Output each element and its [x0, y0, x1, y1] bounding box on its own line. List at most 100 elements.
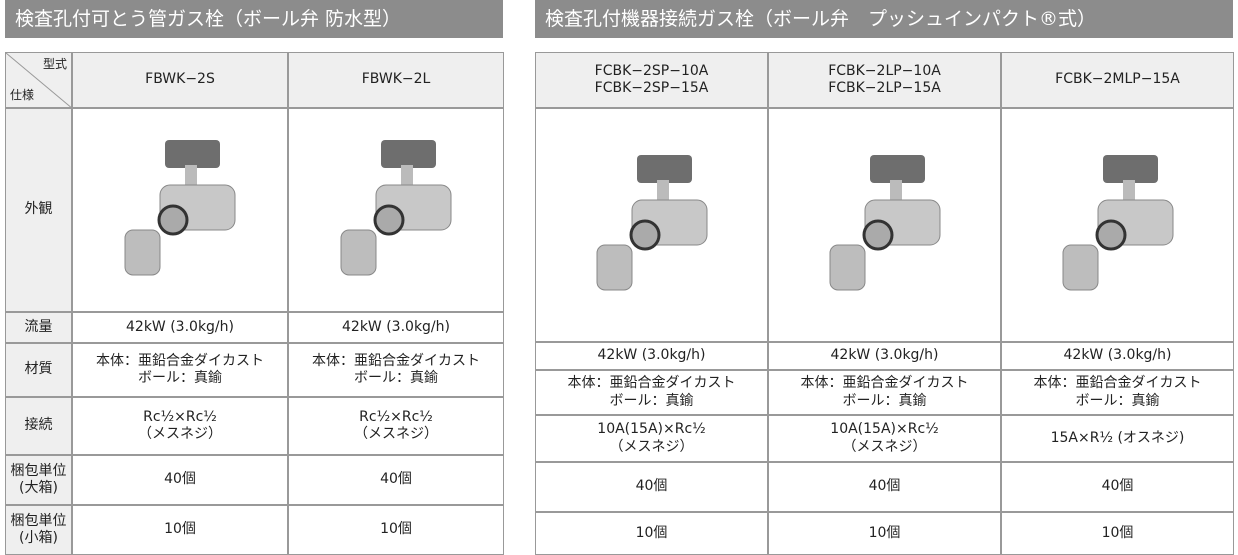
photo-cell [72, 108, 288, 312]
cell-text: 42kW (3.0kg/h) [342, 318, 450, 335]
data-cell: 40個 [288, 455, 504, 505]
cell-text: ボール：真鍮 [842, 392, 927, 409]
diagonal [6, 53, 73, 109]
data-cell: 本体：亜鉛合金ダイカスト ボール：真鍮 [535, 370, 768, 415]
data-cell: 10個 [1001, 512, 1234, 555]
cell-text: 本体：亜鉛合金ダイカスト [567, 375, 736, 391]
cell-text: 10個 [1101, 524, 1134, 541]
cell-text: 10A(15A)×Rc½ [830, 421, 939, 437]
cell-text: 10個 [868, 524, 901, 541]
row-label: 接続 [5, 397, 72, 455]
photo-cell [768, 108, 1001, 342]
data-cell: Rc½×Rc½ （メスネジ） [72, 397, 288, 455]
product-photo [124, 140, 236, 276]
cell-text: ボール：真鍮 [354, 370, 438, 386]
model-header: FCBK−2SP−10A FCBK−2SP−15A [535, 52, 768, 108]
data-cell: 10個 [535, 512, 768, 555]
row-label: 梱包単位 (大箱) [5, 455, 72, 505]
cell-text: 40個 [635, 478, 668, 495]
corner-label: 型式 [42, 57, 67, 71]
cell-text: 外観 [24, 201, 53, 218]
cell-text: 40個 [868, 478, 901, 495]
data-cell: 42kW (3.0kg/h) [535, 342, 768, 370]
cell-text: FCBK−2SP−10A [594, 62, 709, 79]
cell-text: 10A(15A)×Rc½ [597, 421, 706, 437]
cell-text: 42kW (3.0kg/h) [1063, 347, 1172, 364]
photo-cell [1001, 108, 1234, 342]
data-cell: 42kW (3.0kg/h) [288, 312, 504, 343]
cell-text: FBWK−2S [145, 71, 215, 88]
cell-text: （メスネジ） [609, 438, 694, 455]
photo-cell [288, 108, 504, 312]
cell-text: FCBK−2MLP−15A [1055, 71, 1180, 88]
cell-text: （メスネジ） [842, 438, 927, 455]
cell-text: 40個 [380, 471, 412, 488]
cell-text: 材質 [24, 361, 53, 378]
data-cell: 42kW (3.0kg/h) [768, 342, 1001, 370]
cell-text: 10個 [164, 521, 196, 538]
cell-text: 10個 [380, 521, 412, 538]
row-label: 流量 [5, 312, 72, 343]
cell-text: 42kW (3.0kg/h) [830, 347, 939, 364]
cell-text: (大箱) [19, 480, 58, 496]
data-cell: 10A(15A)×Rc½ （メスネジ） [768, 415, 1001, 462]
cell-text: 42kW (3.0kg/h) [126, 318, 234, 335]
cell-text: ボール：真鍮 [609, 392, 694, 409]
data-cell: 42kW (3.0kg/h) [1001, 342, 1234, 370]
cell-text: Rc½×Rc½ [359, 408, 433, 425]
cell-text: FCBK−2LP−15A [828, 80, 941, 96]
data-cell: 40個 [1001, 462, 1234, 512]
row-label: 材質 [5, 343, 72, 397]
row-label: 外観 [5, 108, 72, 312]
cell-text: Rc½×Rc½ [143, 408, 217, 425]
product-photo [1062, 155, 1173, 291]
cell-text: （メスネジ） [138, 426, 222, 442]
cell-text: ボール：真鍮 [138, 370, 222, 386]
data-cell: 本体：亜鉛合金ダイカスト ボール：真鍮 [1001, 370, 1234, 415]
cell-text: 本体：亜鉛合金ダイカスト [96, 352, 264, 369]
product-photo [596, 155, 707, 291]
cell-text: 40個 [164, 471, 196, 488]
section-title: 検査孔付機器接続ガス栓（ボール弁 プッシュインパクト®式） [535, 0, 1233, 38]
data-cell: 40個 [72, 455, 288, 505]
section-title: 検査孔付可とう管ガス栓（ボール弁 防水型） [5, 0, 503, 38]
data-cell: 10個 [72, 505, 288, 555]
data-cell: 本体：亜鉛合金ダイカスト ボール：真鍮 [72, 343, 288, 397]
cell-text: ボール：真鍮 [1075, 392, 1160, 409]
data-cell: 40個 [535, 462, 768, 512]
photo-cell [535, 108, 768, 342]
corner-cell: 型式仕様 [5, 52, 73, 109]
model-header: FBWK−2S [72, 52, 288, 108]
cell-text: 梱包単位 [10, 462, 67, 479]
model-header: FBWK−2L [288, 52, 504, 108]
product-photo [829, 155, 940, 291]
cell-text: 接続 [24, 417, 53, 434]
cell-text: 10個 [635, 524, 668, 541]
data-cell: 本体：亜鉛合金ダイカスト ボール：真鍮 [288, 343, 504, 397]
cell-text: 42kW (3.0kg/h) [597, 347, 706, 364]
data-cell: 40個 [768, 462, 1001, 512]
cell-text: 本体：亜鉛合金ダイカスト [312, 352, 480, 369]
data-cell: 10個 [768, 512, 1001, 555]
product-photo [340, 140, 452, 276]
data-cell: Rc½×Rc½ （メスネジ） [288, 397, 504, 455]
cell-text: 梱包単位 [10, 512, 67, 529]
cell-text: FCBK−2SP−15A [594, 80, 709, 96]
cell-text: FBWK−2L [361, 71, 431, 88]
row-label: 梱包単位 (小箱) [5, 505, 72, 555]
cell-text: 40個 [1101, 478, 1134, 495]
data-cell: 本体：亜鉛合金ダイカスト ボール：真鍮 [768, 370, 1001, 415]
cell-text: 15A×R½ (オスネジ) [1050, 429, 1185, 446]
cell-text: 本体：亜鉛合金ダイカスト [800, 375, 969, 391]
data-cell: 10個 [288, 505, 504, 555]
cell-text: 流量 [24, 318, 53, 335]
data-cell: 10A(15A)×Rc½ （メスネジ） [535, 415, 768, 462]
cell-text: FCBK−2LP−10A [828, 62, 941, 79]
data-cell: 15A×R½ (オスネジ) [1001, 415, 1234, 462]
cell-text: 本体：亜鉛合金ダイカスト [1033, 375, 1202, 391]
cell-text: （メスネジ） [354, 426, 438, 442]
model-header: FCBK−2LP−10A FCBK−2LP−15A [768, 52, 1001, 108]
corner-label: 仕様 [10, 88, 35, 102]
model-header: FCBK−2MLP−15A [1001, 52, 1234, 108]
